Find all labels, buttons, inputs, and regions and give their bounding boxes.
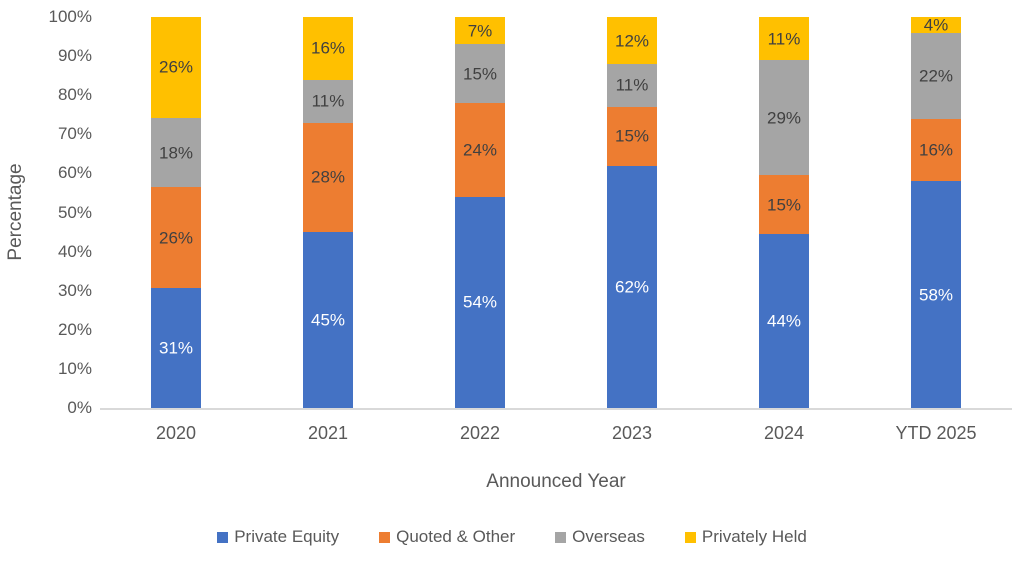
segment: 29% [759,60,809,175]
segment: 44% [759,234,809,408]
segment: 15% [759,175,809,235]
segment: 12% [607,17,657,64]
legend-item-private-equity: Private Equity [217,527,339,547]
segment: 62% [607,165,657,408]
x-tick-label: 2020 [155,423,197,443]
y-tick-label: 60% [57,163,92,183]
y-tick-label: 100% [48,7,92,26]
bar-slot: 44% 15% 29% 11% [708,17,860,408]
y-tick-label: 30% [57,280,92,300]
y-tick-label: 80% [57,85,92,105]
y-tick-label: 90% [57,46,92,66]
y-tick-label: 10% [57,358,92,378]
legend-swatch-icon [217,531,229,543]
bar-slot: 54% 24% 15% 7% [404,17,556,408]
segment: 11% [303,79,353,123]
segment: 22% [911,32,961,119]
x-tick-label: 2021 [307,423,349,443]
y-tick-label: 0% [67,398,92,417]
legend-label: Overseas [572,527,645,546]
bar-slot: 31% 26% 18% 26% [100,17,252,408]
segment: 15% [455,44,505,104]
segment-value-label: 45% [310,310,346,330]
x-tick-label: 2024 [763,423,805,443]
segment-value-label: 11% [615,75,649,95]
segment-value-label: 58% [918,285,954,305]
x-tick-label: 2022 [459,423,501,443]
segment: 26% [151,187,201,288]
segment-value-label: 11% [311,91,345,111]
segment-value-label: 29% [766,108,802,128]
segment: 7% [455,17,505,45]
legend-swatch-icon [684,531,696,543]
y-tick-label: 70% [57,124,92,144]
segment-value-label: 15% [766,195,802,215]
segment: 4% [911,15,961,35]
segment: 16% [303,17,353,80]
y-tick-label: 40% [57,241,92,261]
segment-value-label: 12% [614,31,650,50]
x-axis-line [100,408,1012,410]
segment-value-label: 26% [158,228,194,248]
bar-2021: 45% 28% 11% 16% [303,17,353,408]
legend-item-overseas: Overseas [555,527,645,547]
bar-2023: 62% 15% 11% 12% [607,17,657,408]
bar-slot: 62% 15% 11% 12% [556,17,708,408]
bar-2022: 54% 24% 15% 7% [455,17,505,408]
x-tick-label: YTD 2025 [895,423,977,443]
segment: 31% [151,288,201,408]
segment: 45% [303,232,353,408]
segment-value-label: 7% [467,21,493,41]
segment-value-label: 22% [918,66,954,86]
legend-swatch-icon [555,531,567,543]
segment-value-label: 31% [158,338,194,358]
segment-value-label: 28% [310,167,346,187]
x-tick-label: 2023 [611,423,653,443]
segment: 11% [607,63,657,107]
segment-value-label: 54% [462,292,498,312]
legend-item-quoted-other: Quoted & Other [379,527,515,547]
legend-swatch-icon [379,531,391,543]
segment: 11% [759,17,809,61]
segment: 24% [455,103,505,197]
segment: 15% [607,106,657,166]
segment-value-label: 4% [923,15,949,35]
y-tick-label: 20% [57,319,92,339]
bar-slot: 58% 16% 22% 4% [860,15,1012,408]
segment: 16% [911,118,961,182]
y-axis-ticks: 0% 10% 20% 30% 40% 50% 60% 70% 80% 90% 100% [0,7,92,417]
segment: 54% [455,196,505,408]
segment-value-label: 62% [614,277,650,297]
segment-value-label: 18% [158,143,194,163]
plot-area: 31% 26% 18% 26% 45% 28% 11% 16% 54% 24% 15% 7% 62% 15… [100,15,1012,408]
segment-value-label: 11% [767,29,801,49]
segment-value-label: 16% [918,140,954,160]
segment: 26% [151,17,201,118]
segment-value-label: 24% [462,140,498,160]
x-axis-labels: 2020 2021 2022 2023 2024 YTD 2025 [100,423,1012,444]
segment: 58% [911,181,961,408]
x-axis-title: Announced Year [486,471,626,492]
segment: 28% [303,122,353,233]
y-tick-label: 50% [57,202,92,222]
legend: Private Equity Quoted & Other Overseas Priv… [0,527,1024,547]
segment-value-label: 16% [310,38,346,58]
bar-ytd-2025: 58% 16% 22% 4% [911,15,961,408]
bar-slot: 45% 28% 11% 16% [252,17,404,408]
legend-item-privately-held: Privately Held [684,527,807,547]
legend-label: Quoted & Other [396,527,516,546]
segment-value-label: 15% [614,126,650,146]
segment: 18% [151,117,201,188]
legend-label: Private Equity [234,527,340,546]
bar-2024: 44% 15% 29% 11% [759,17,809,408]
segment-value-label: 15% [462,64,498,84]
legend-label: Privately Held [701,527,807,546]
segment-value-label: 44% [766,311,802,331]
segment-value-label: 26% [158,57,194,77]
bar-2020: 31% 26% 18% 26% [151,17,201,408]
